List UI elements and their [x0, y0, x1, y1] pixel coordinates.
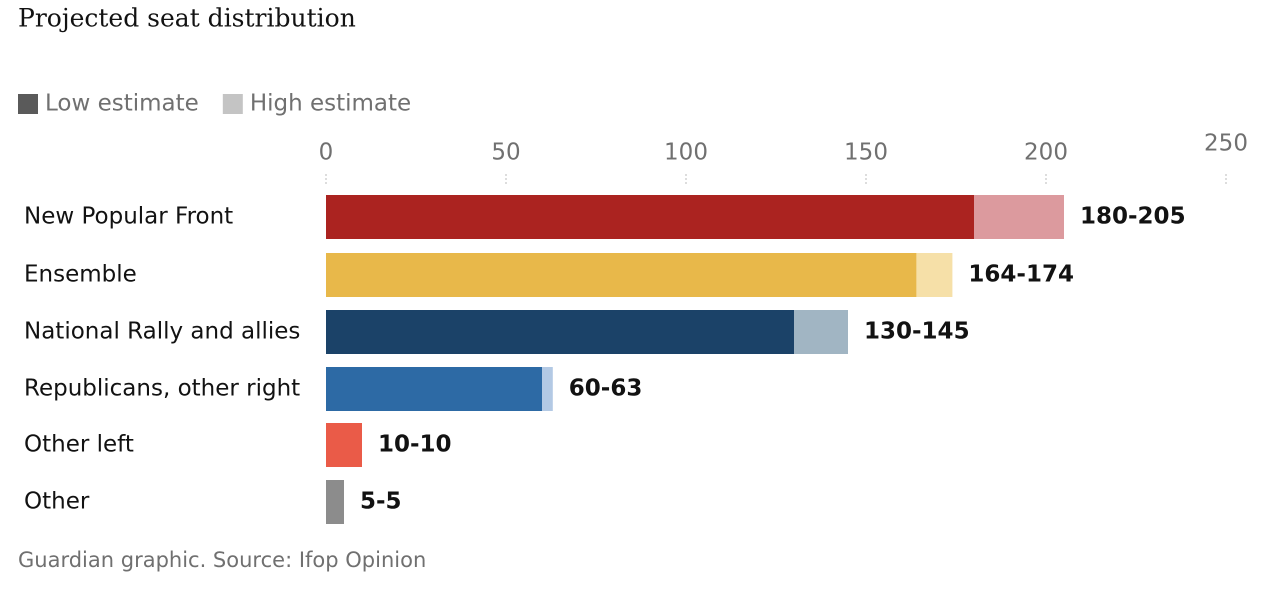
value-label: 60-63: [569, 376, 643, 402]
bar-high: [794, 310, 848, 354]
bar-low: [326, 423, 362, 467]
bar-low: [326, 253, 917, 297]
category-label: Other left: [24, 432, 134, 458]
bar-high: [974, 195, 1064, 239]
value-label: 180-205: [1080, 204, 1186, 230]
legend-label: High estimate: [250, 91, 411, 117]
category-label: Other: [24, 489, 90, 515]
legend-swatch: [222, 94, 243, 114]
x-tick-label: 200: [1024, 140, 1068, 166]
bar-low: [326, 310, 794, 354]
chart-title: Projected seat distribution: [18, 4, 356, 33]
bar-low: [326, 367, 542, 411]
source: Guardian graphic. Source: Ifop Opinion: [18, 548, 426, 572]
value-label: 5-5: [360, 489, 402, 515]
bar-high: [542, 367, 553, 411]
x-tick-label: 0: [319, 140, 334, 166]
category-label: National Rally and allies: [24, 319, 300, 345]
category-label: Ensemble: [24, 262, 137, 288]
bar-high: [916, 253, 953, 297]
x-tick-label: 100: [664, 140, 708, 166]
value-label: 164-174: [968, 262, 1074, 288]
x-tick-label: 50: [491, 140, 520, 166]
value-label: 130-145: [864, 319, 970, 345]
value-label: 10-10: [378, 432, 452, 458]
category-label: New Popular Front: [24, 204, 233, 230]
bar-low: [326, 195, 974, 239]
bar-low: [326, 480, 344, 524]
x-tick-label: 250: [1204, 131, 1248, 157]
legend-label: Low estimate: [45, 91, 199, 117]
category-label: Republicans, other right: [24, 376, 300, 402]
x-tick-label: 150: [844, 140, 888, 166]
legend-swatch: [18, 94, 38, 114]
